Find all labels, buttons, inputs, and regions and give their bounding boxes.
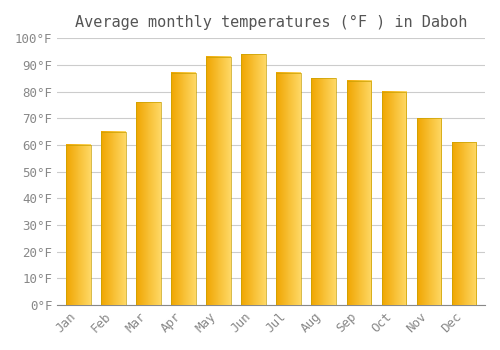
Bar [346, 81, 371, 305]
Bar [242, 54, 266, 305]
Bar [136, 102, 161, 305]
Bar [416, 118, 441, 305]
Bar [382, 91, 406, 305]
Bar [66, 145, 90, 305]
Bar [312, 78, 336, 305]
Bar [206, 57, 231, 305]
Bar [276, 73, 301, 305]
Title: Average monthly temperatures (°F ) in Daboh: Average monthly temperatures (°F ) in Da… [75, 15, 468, 30]
Bar [172, 73, 196, 305]
Bar [452, 142, 476, 305]
Bar [101, 132, 126, 305]
